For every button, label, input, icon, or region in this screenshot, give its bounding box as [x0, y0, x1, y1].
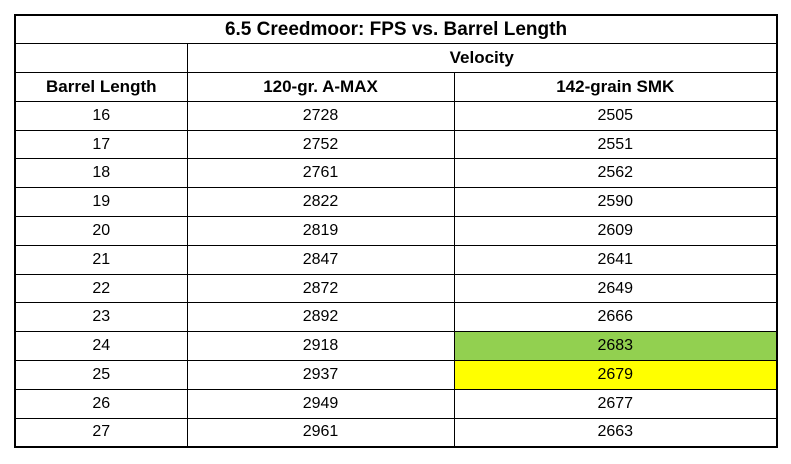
- cell-amax: 2847: [186, 244, 455, 275]
- table-row: 27 2961 2663: [14, 417, 778, 448]
- table-row: 22 2872 2649: [14, 273, 778, 304]
- table-row: 16 2728 2505: [14, 100, 778, 131]
- cell-barrel-length: 21: [14, 244, 188, 275]
- cell-barrel-length: 16: [14, 100, 188, 131]
- column-header-smk: 142-grain SMK: [453, 72, 778, 102]
- cell-smk: 2590: [453, 187, 778, 218]
- cell-barrel-length: 17: [14, 129, 188, 160]
- cell-smk: 2666: [453, 302, 778, 333]
- empty-corner-cell: [14, 43, 188, 74]
- cell-amax: 2822: [186, 187, 455, 218]
- table-row: 19 2822 2590: [14, 187, 778, 218]
- highlight-green-cell: 2683: [453, 331, 778, 362]
- table-row: 20 2819 2609: [14, 216, 778, 246]
- cell-barrel-length: 26: [14, 388, 188, 419]
- table-title: 6.5 Creedmoor: FPS vs. Barrel Length: [14, 14, 778, 45]
- table-row: 26 2949 2677: [14, 388, 778, 419]
- cell-amax: 2872: [186, 273, 455, 304]
- table-row: 24 2918 2683: [14, 331, 778, 362]
- velocity-group-header: Velocity: [186, 43, 778, 74]
- cell-barrel-length: 20: [14, 216, 188, 246]
- cell-barrel-length: 19: [14, 187, 188, 218]
- cell-barrel-length: 22: [14, 273, 188, 304]
- table-row: 23 2892 2666: [14, 302, 778, 333]
- table-row: 25 2937 2679: [14, 360, 778, 390]
- cell-amax: 2761: [186, 158, 455, 189]
- cell-smk: 2562: [453, 158, 778, 189]
- cell-smk: 2551: [453, 129, 778, 160]
- cell-barrel-length: 18: [14, 158, 188, 189]
- cell-smk: 2677: [453, 388, 778, 419]
- cell-smk: 2649: [453, 273, 778, 304]
- cell-amax: 2937: [186, 360, 455, 390]
- highlight-yellow-cell: 2679: [453, 360, 778, 390]
- cell-barrel-length: 23: [14, 302, 188, 333]
- column-header-amax: 120-gr. A-MAX: [186, 72, 455, 102]
- cell-smk: 2609: [453, 216, 778, 246]
- title-row: 6.5 Creedmoor: FPS vs. Barrel Length: [14, 14, 778, 45]
- cell-smk: 2505: [453, 100, 778, 131]
- cell-amax: 2918: [186, 331, 455, 362]
- table-row: 18 2761 2562: [14, 158, 778, 189]
- cell-amax: 2819: [186, 216, 455, 246]
- velocity-table: 6.5 Creedmoor: FPS vs. Barrel Length Vel…: [14, 14, 778, 448]
- cell-amax: 2949: [186, 388, 455, 419]
- column-header-row: Barrel Length 120-gr. A-MAX 142-grain SM…: [14, 72, 778, 102]
- cell-amax: 2728: [186, 100, 455, 131]
- cell-barrel-length: 24: [14, 331, 188, 362]
- cell-amax: 2752: [186, 129, 455, 160]
- cell-amax: 2961: [186, 417, 455, 448]
- cell-barrel-length: 27: [14, 417, 188, 448]
- table-row: 21 2847 2641: [14, 244, 778, 275]
- group-header-row: Velocity: [14, 43, 778, 74]
- column-header-barrel-length: Barrel Length: [14, 72, 188, 102]
- cell-barrel-length: 25: [14, 360, 188, 390]
- cell-smk: 2663: [453, 417, 778, 448]
- cell-smk: 2641: [453, 244, 778, 275]
- cell-amax: 2892: [186, 302, 455, 333]
- table-row: 17 2752 2551: [14, 129, 778, 160]
